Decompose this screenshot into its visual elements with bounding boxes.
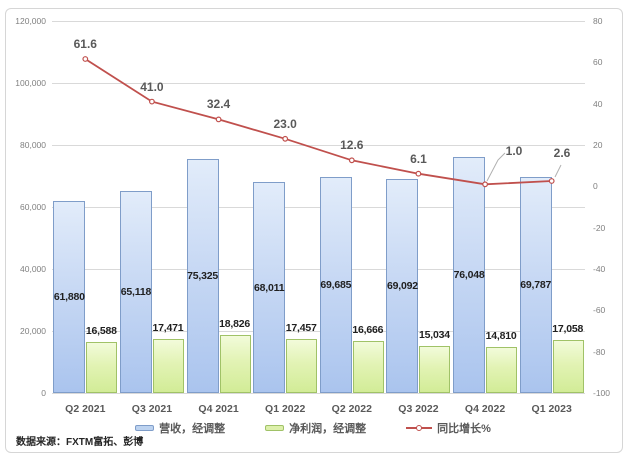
right-axis-tick: 40 <box>593 98 603 109</box>
growth-point-label: 6.1 <box>410 151 427 166</box>
net-profit-bar-value-label: 16,666 <box>352 324 384 337</box>
revenue-bar <box>519 176 552 393</box>
left-axis-tick: 100,000 <box>15 78 46 88</box>
revenue-bar <box>386 178 419 393</box>
revenue-bar <box>253 182 286 393</box>
legend-item-net-profit: 净利润，经调整 <box>265 420 366 436</box>
net-profit-bar <box>486 347 518 393</box>
category-label: Q4 2022 <box>464 403 506 415</box>
right-axis-tick: -20 <box>593 222 606 233</box>
yoy-growth-line-marker-icon <box>406 424 433 432</box>
growth-point-label: 1.0 <box>505 144 523 158</box>
net-profit-bar-value-label: 17,457 <box>285 321 317 334</box>
growth-point-label: 32.4 <box>206 97 231 112</box>
revenue-bar-value-label: 68,011 <box>254 281 285 294</box>
right-axis-tick: -60 <box>593 305 606 316</box>
category-label: Q1 2023 <box>531 403 572 415</box>
net-profit-bar <box>352 341 384 393</box>
revenue-bar-value-label: 69,685 <box>320 278 352 291</box>
net-profit-bar-value-label: 18,826 <box>219 317 251 330</box>
net-profit-bar <box>86 341 118 393</box>
revenue-bar-swatch-icon <box>135 425 155 431</box>
growth-point-label: 41.0 <box>140 79 164 94</box>
growth-point-label: 61.6 <box>73 37 97 52</box>
category-label: Q3 2022 <box>398 403 439 415</box>
net-profit-bar-value-label: 16,588 <box>85 324 117 337</box>
revenue-bar-value-label: 65,118 <box>120 286 152 299</box>
legend-item-yoy-growth: 同比增长% <box>406 420 491 436</box>
growth-point-label: 23.0 <box>273 116 297 131</box>
revenue-bar-value-label: 69,092 <box>386 279 418 292</box>
gridline <box>52 269 585 270</box>
net-profit-bar <box>219 334 251 393</box>
growth-point-label: 12.6 <box>340 138 364 153</box>
category-label: Q3 2021 <box>131 403 173 415</box>
left-axis-tick: 120,000 <box>15 16 46 26</box>
net-profit-bar <box>286 338 318 393</box>
revenue-bar-value-label: 76,048 <box>453 269 485 282</box>
gridline <box>52 21 585 22</box>
left-axis-tick: 0 <box>41 388 46 398</box>
right-axis-tick: 0 <box>593 181 598 192</box>
legend: 营收，经调整 净利润，经调整 同比增长% <box>5 419 621 437</box>
right-axis-tick: -40 <box>593 264 606 274</box>
left-axis-tick: 80,000 <box>20 140 46 150</box>
gridline <box>52 331 585 332</box>
revenue-bar-value-label: 61,880 <box>53 291 85 304</box>
revenue-bar <box>119 191 152 393</box>
growth-point-label: 2.6 <box>553 146 571 160</box>
gridline <box>52 207 585 208</box>
revenue-bar-value-label: 69,787 <box>520 278 552 291</box>
gridline <box>52 393 585 394</box>
revenue-bar <box>186 159 219 393</box>
category-label: Q2 2022 <box>331 403 372 415</box>
right-axis-tick: 60 <box>593 57 603 68</box>
category-label: Q4 2021 <box>198 403 239 415</box>
left-axis-tick: 20,000 <box>20 326 46 336</box>
right-axis-tick: -100 <box>593 388 611 398</box>
net-profit-bar-value-label: 15,034 <box>418 329 450 342</box>
left-axis-tick: 60,000 <box>20 202 46 212</box>
right-axis-tick: -80 <box>593 346 606 357</box>
source-note: 数据来源：FXTM富拓、彭博 <box>16 437 144 448</box>
net-profit-bar-value-label: 17,058 <box>552 323 584 336</box>
net-profit-bar-value-label: 14,810 <box>485 330 517 343</box>
net-profit-bar-swatch-icon <box>265 425 285 431</box>
category-label: Q2 2021 <box>65 403 106 415</box>
net-profit-bar-value-label: 17,471 <box>152 321 184 334</box>
revenue-bar <box>53 201 86 393</box>
net-profit-bar <box>419 346 451 393</box>
net-profit-bar <box>152 338 184 393</box>
legend-label-net-profit: 净利润，经调整 <box>289 423 367 435</box>
revenue-bar <box>319 176 352 393</box>
net-profit-bar <box>552 340 584 393</box>
category-label: Q1 2022 <box>265 403 306 415</box>
left-axis-tick: 40,000 <box>20 264 46 274</box>
revenue-bar-value-label: 75,325 <box>187 270 219 283</box>
legend-item-revenue: 营收，经调整 <box>135 420 225 436</box>
right-axis-tick: 20 <box>593 140 603 150</box>
right-axis-tick: 80 <box>593 16 603 26</box>
legend-label-yoy-growth: 同比增长% <box>437 423 491 435</box>
legend-label-revenue: 营收，经调整 <box>159 423 226 435</box>
